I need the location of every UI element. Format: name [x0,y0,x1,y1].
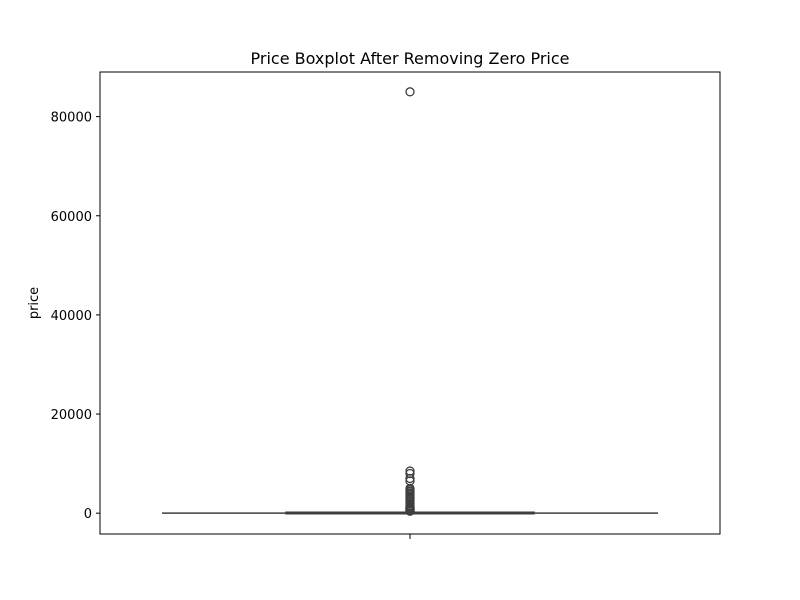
plot-frame [99,71,721,535]
y-tick-label: 60000 [51,210,92,225]
outlier-point [405,473,415,484]
plot-area: 0 20000 40000 60000 80000 [51,71,721,539]
y-tick-label: 80000 [51,111,92,126]
y-tick-label: 40000 [51,309,92,324]
y-tick-label: 20000 [51,408,92,423]
y-axis-label: price [27,287,42,319]
outlier-point [405,506,415,516]
y-tick-label: 0 [84,507,92,522]
outlier-point [405,87,415,97]
chart-title: Price Boxplot After Removing Zero Price [251,49,570,68]
